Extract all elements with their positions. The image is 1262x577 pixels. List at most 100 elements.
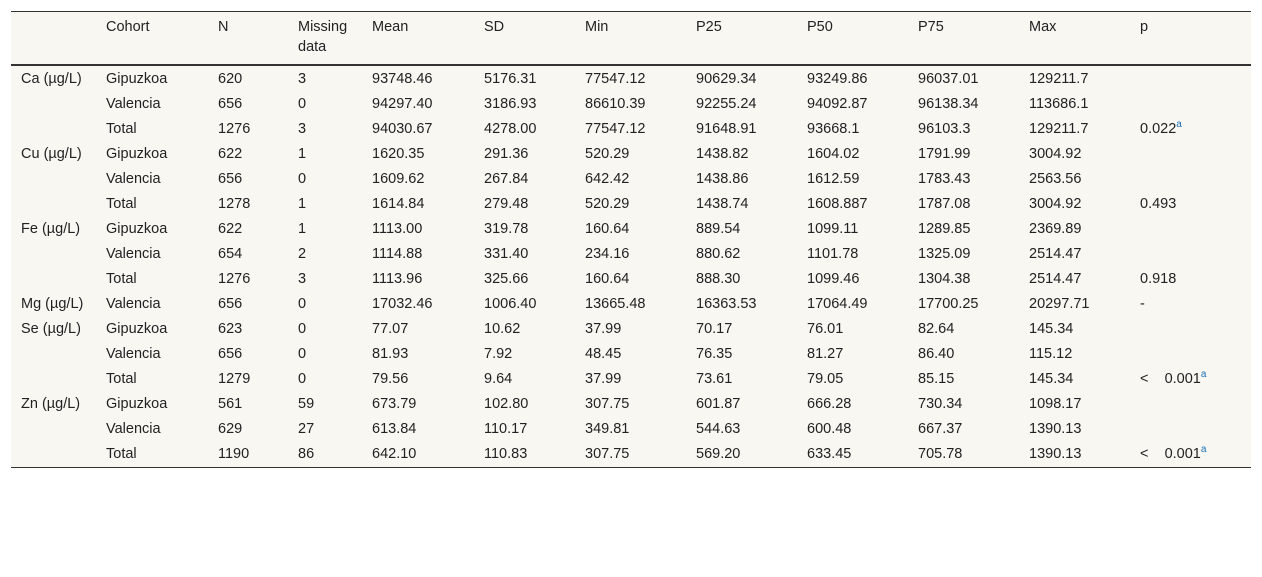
p-value-cell xyxy=(1130,417,1251,442)
mean-cell: 79.56 xyxy=(372,371,409,387)
cohort-cell: Valencia xyxy=(106,346,161,362)
mean-cell: 94297.40 xyxy=(372,96,433,112)
max-cell: 2369.89 xyxy=(1029,221,1082,237)
max-cell: 3004.92 xyxy=(1029,196,1082,212)
sd-cell: 5176.31 xyxy=(484,71,537,87)
p50-cell: 1101.78 xyxy=(807,246,859,262)
min-cell: 13665.48 xyxy=(585,296,646,312)
cohort-cell: Valencia xyxy=(106,246,161,262)
table-header: Cohort N Missing data Mean SD Min P25 P5… xyxy=(11,11,1251,65)
p-value: 0.022 xyxy=(1140,121,1177,137)
variable-cell xyxy=(11,192,96,217)
missing-data-cell: 0 xyxy=(298,321,307,337)
p75-cell: 1304.38 xyxy=(918,271,971,287)
max-cell: 3004.92 xyxy=(1029,146,1082,162)
variable-cell xyxy=(11,92,96,117)
p75-cell: 82.64 xyxy=(918,321,955,337)
header-p75: P75 xyxy=(918,19,944,35)
header-sd: SD xyxy=(484,19,505,35)
missing-data-cell: 0 xyxy=(298,171,307,187)
max-cell: 113686.1 xyxy=(1029,96,1089,112)
header-cohort: Cohort xyxy=(106,19,150,35)
p25-cell: 76.35 xyxy=(696,346,733,362)
cohort-cell: Valencia xyxy=(106,171,161,187)
variable-cell xyxy=(11,267,96,292)
p25-cell: 73.61 xyxy=(696,371,733,387)
footnote-marker[interactable]: a xyxy=(1200,444,1207,456)
variable-cell xyxy=(11,417,96,442)
p-value: < 0.001 xyxy=(1140,446,1201,462)
variable-cell: Mg (µg/L) xyxy=(21,296,84,312)
missing-data-cell: 3 xyxy=(298,71,307,87)
variable-cell xyxy=(11,342,96,367)
sd-cell: 279.48 xyxy=(484,196,529,212)
p50-cell: 81.27 xyxy=(807,346,844,362)
max-cell: 129211.7 xyxy=(1029,71,1089,87)
mean-cell: 1114.88 xyxy=(372,246,423,262)
p-value-cell xyxy=(1130,65,1251,92)
p50-cell: 93249.86 xyxy=(807,71,868,87)
p50-cell: 1099.11 xyxy=(807,221,859,237)
variable-cell xyxy=(11,442,96,468)
p50-cell: 1608.887 xyxy=(807,196,868,212)
p75-cell: 96037.01 xyxy=(918,71,979,87)
p25-cell: 544.63 xyxy=(696,421,741,437)
p50-cell: 633.45 xyxy=(807,446,852,462)
p50-cell: 1612.59 xyxy=(807,171,860,187)
max-cell: 2514.47 xyxy=(1029,246,1082,262)
sd-cell: 102.80 xyxy=(484,396,529,412)
max-cell: 115.12 xyxy=(1029,346,1073,362)
header-p-value: p xyxy=(1140,19,1149,35)
p75-cell: 1783.43 xyxy=(918,171,971,187)
p25-cell: 1438.82 xyxy=(696,146,749,162)
n-cell: 654 xyxy=(218,246,243,262)
p75-cell: 17700.25 xyxy=(918,296,979,312)
p-value: 0.493 xyxy=(1140,196,1177,212)
table-row: Total 1276 3 1113.96 325.66 160.64 888.30 1099.… xyxy=(11,267,1251,292)
p-value-cell xyxy=(1130,242,1251,267)
sd-cell: 110.17 xyxy=(484,421,528,437)
max-cell: 129211.7 xyxy=(1029,121,1089,137)
variable-cell: Cu (µg/L) xyxy=(21,146,82,162)
p75-cell: 85.15 xyxy=(918,371,955,387)
footnote-marker[interactable]: a xyxy=(1176,119,1182,131)
p25-cell: 92255.24 xyxy=(696,96,757,112)
p75-cell: 1791.99 xyxy=(918,146,971,162)
footnote-marker[interactable]: a xyxy=(1200,369,1207,381)
min-cell: 37.99 xyxy=(585,321,622,337)
p75-cell: 86.40 xyxy=(918,346,955,362)
header-p50: P50 xyxy=(807,19,833,35)
mean-cell: 613.84 xyxy=(372,421,417,437)
mean-cell: 1113.00 xyxy=(372,221,423,237)
header-p25: P25 xyxy=(696,19,722,35)
p25-cell: 1438.86 xyxy=(696,171,749,187)
table-container: Cohort N Missing data Mean SD Min P25 P5… xyxy=(11,11,1251,468)
p50-cell: 666.28 xyxy=(807,396,852,412)
cohort-cell: Gipuzkoa xyxy=(106,396,168,412)
p75-cell: 1325.09 xyxy=(918,246,971,262)
p50-cell: 600.48 xyxy=(807,421,852,437)
sd-cell: 325.66 xyxy=(484,271,529,287)
sd-cell: 4278.00 xyxy=(484,121,537,137)
table-row: Valencia 629 27 613.84 110.17 349.81 544.63 600… xyxy=(11,417,1251,442)
max-cell: 20297.71 xyxy=(1029,296,1090,312)
max-cell: 2563.56 xyxy=(1029,171,1082,187)
max-cell: 1390.13 xyxy=(1029,421,1082,437)
cohort-cell: Gipuzkoa xyxy=(106,71,168,87)
p-value-cell: < 0.001a xyxy=(1130,367,1251,392)
max-cell: 1098.17 xyxy=(1029,396,1082,412)
table-body: Ca (µg/L) Gipuzkoa 620 3 93748.46 5176.31 7754… xyxy=(11,65,1251,468)
mean-cell: 673.79 xyxy=(372,396,417,412)
cohort-cell: Total xyxy=(106,121,137,137)
n-cell: 656 xyxy=(218,346,243,362)
header-mean: Mean xyxy=(372,19,409,35)
cohort-cell: Total xyxy=(106,446,137,462)
table-row: Total 1279 0 79.56 9.64 37.99 73.61 79.05 85.15 1… xyxy=(11,367,1251,392)
min-cell: 77547.12 xyxy=(585,121,646,137)
n-cell: 623 xyxy=(218,321,243,337)
p25-cell: 889.54 xyxy=(696,221,741,237)
sd-cell: 291.36 xyxy=(484,146,529,162)
n-cell: 629 xyxy=(218,421,243,437)
p25-cell: 91648.91 xyxy=(696,121,757,137)
table-row: Valencia 656 0 94297.40 3186.93 86610.39 92255… xyxy=(11,92,1251,117)
